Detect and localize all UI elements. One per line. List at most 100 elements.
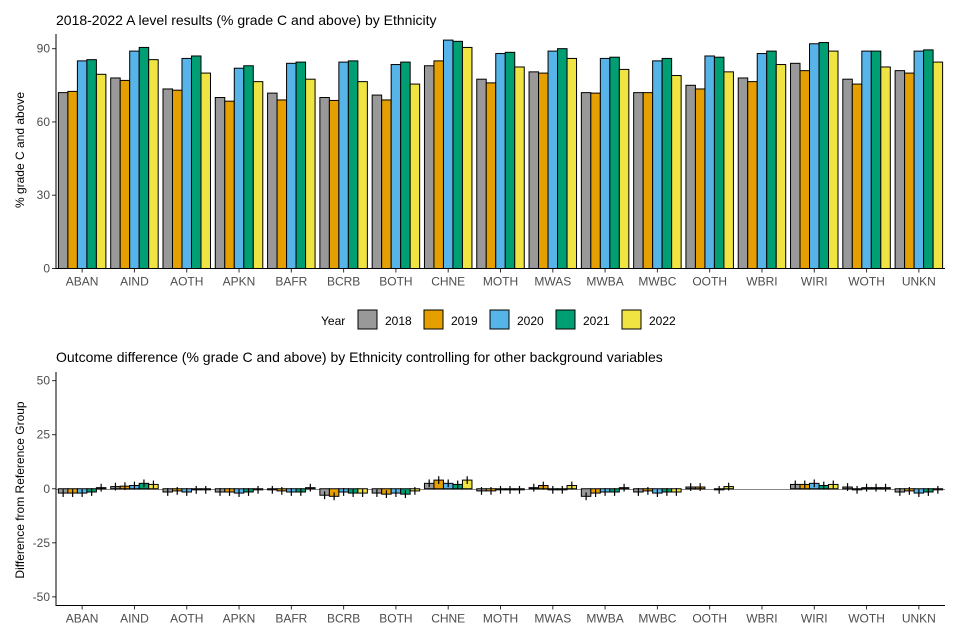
bar-bafr-2022 (305, 78, 316, 269)
legend-title: Year (321, 314, 345, 328)
bar-woth-2018 (842, 78, 853, 269)
x-tick-label-moth: MOTH (483, 612, 518, 626)
y-tick-label: 50 (37, 374, 51, 388)
legend-label-2021: 2021 (583, 314, 610, 328)
x-tick-label-mwas: MWAS (534, 275, 571, 289)
bar-chne-2019 (433, 60, 444, 269)
x-tick-label-chne: CHNE (431, 612, 465, 626)
bar-moth-2021 (504, 51, 516, 269)
bar-woth-2021 (870, 50, 882, 270)
bar-mwas-2019 (538, 72, 549, 270)
legend-label-2022: 2022 (649, 314, 676, 328)
bar-both-2018 (371, 94, 383, 270)
results-chart: 2018-2022 A level results (% grade C and… (13, 12, 945, 289)
x-tick-label-woth: WOTH (848, 612, 885, 626)
bar-chne-2018 (423, 65, 435, 270)
bar-aind-2019 (119, 79, 131, 270)
bar-moth-2018 (476, 78, 487, 269)
bar-bcrb-2018 (319, 97, 330, 269)
x-tick-label-apkn: APKN (223, 275, 256, 289)
bar-wbri-2019 (747, 81, 758, 269)
x-tick-label-ooth: OOTH (692, 612, 727, 626)
bar-aoth-2022 (200, 72, 211, 270)
difference-y-axis-label: Difference from Reference Group (13, 401, 27, 579)
bar-unkn-2018 (894, 70, 906, 269)
bar-both-2021 (400, 61, 411, 270)
bar-unkn-2020 (913, 50, 925, 270)
x-tick-label-wiri: WIRI (801, 275, 828, 289)
bar-apkn-2020 (233, 67, 245, 269)
bar-bafr-2019 (276, 99, 288, 269)
bar-wiri-2019 (799, 70, 811, 269)
y-tick-label: -25 (33, 536, 51, 550)
bar-chne-2020 (442, 39, 454, 270)
bar-chne-2022 (461, 46, 473, 270)
bar-bafr-2021 (295, 61, 307, 270)
x-tick-label-aban: ABAN (66, 275, 99, 289)
bar-mwba-2022 (618, 68, 630, 270)
bar-unkn-2022 (932, 61, 944, 270)
bar-mwbc-2020 (652, 60, 663, 269)
x-tick-label-mwas: MWAS (534, 612, 571, 626)
x-tick-label-mwbc: MWBC (638, 275, 676, 289)
bar-moth-2022 (514, 66, 525, 269)
bar-mwas-2018 (528, 71, 540, 269)
y-tick-label: 60 (37, 115, 51, 129)
bar-ooth-2021 (713, 56, 725, 269)
bar-aban-2022 (95, 73, 107, 269)
x-tick-label-moth: MOTH (483, 275, 518, 289)
year-legend: Year 2018 2019 2020 2021 2022 (321, 309, 676, 330)
y-tick-label: 0 (43, 262, 50, 276)
bar-aind-2021 (138, 46, 150, 270)
bar-aban-2018 (57, 92, 69, 269)
bar-apkn-2021 (243, 65, 254, 270)
difference-chart-title: Outcome difference (% grade C and above)… (56, 349, 663, 365)
x-tick-label-aoth: AOTH (170, 275, 203, 289)
legend-swatch-2020 (489, 309, 510, 330)
bar-wiri-2018 (790, 62, 801, 269)
x-tick-label-mwbc: MWBC (638, 612, 676, 626)
bar-mwbc-2022 (671, 75, 682, 269)
bar-bcrb-2022 (357, 81, 368, 269)
bar-mwbc-2021 (661, 57, 673, 270)
bar-apkn-2018 (214, 97, 226, 269)
bar-both-2020 (390, 64, 402, 269)
bar-bcrb-2021 (347, 60, 359, 269)
bar-ooth-2018 (685, 84, 696, 269)
bar-wiri-2022 (828, 50, 839, 270)
bar-ooth-2022 (723, 71, 734, 269)
bar-mwas-2020 (547, 50, 559, 270)
legend-swatch-2021 (555, 309, 576, 330)
x-tick-label-wbri: WBRI (746, 275, 777, 289)
x-tick-label-aind: AIND (120, 275, 149, 289)
difference-chart: Outcome difference (% grade C and above)… (13, 349, 945, 626)
x-tick-label-ooth: OOTH (692, 275, 727, 289)
x-tick-label-wbri: WBRI (746, 612, 777, 626)
legend-label-2018: 2018 (385, 314, 412, 328)
bar-woth-2022 (880, 66, 891, 269)
x-tick-label-mwba: MWBA (586, 612, 623, 626)
bar-ooth-2020 (704, 55, 715, 269)
legend-swatch-2019 (423, 309, 444, 330)
bar-wbri-2022 (775, 64, 787, 269)
x-tick-label-apkn: APKN (223, 612, 256, 626)
bar-mwba-2020 (599, 57, 611, 270)
x-tick-label-both: BOTH (379, 612, 412, 626)
bar-mwbc-2019 (642, 92, 654, 269)
x-tick-label-bcrb: BCRB (327, 612, 360, 626)
bar-aind-2018 (110, 77, 121, 269)
y-tick-label: 25 (37, 428, 51, 442)
bar-wbri-2020 (756, 53, 768, 269)
bar-wbri-2021 (766, 50, 777, 270)
x-tick-label-bafr: BAFR (275, 612, 307, 626)
bar-aban-2020 (76, 60, 88, 269)
bar-apkn-2019 (224, 100, 235, 269)
y-tick-label: -50 (33, 590, 51, 604)
bar-mwas-2021 (557, 48, 568, 269)
x-tick-label-bafr: BAFR (275, 275, 307, 289)
legend-swatch-2018 (357, 309, 378, 330)
bar-mwba-2019 (590, 92, 601, 269)
bar-mwas-2022 (566, 57, 578, 270)
bar-both-2019 (381, 99, 392, 269)
